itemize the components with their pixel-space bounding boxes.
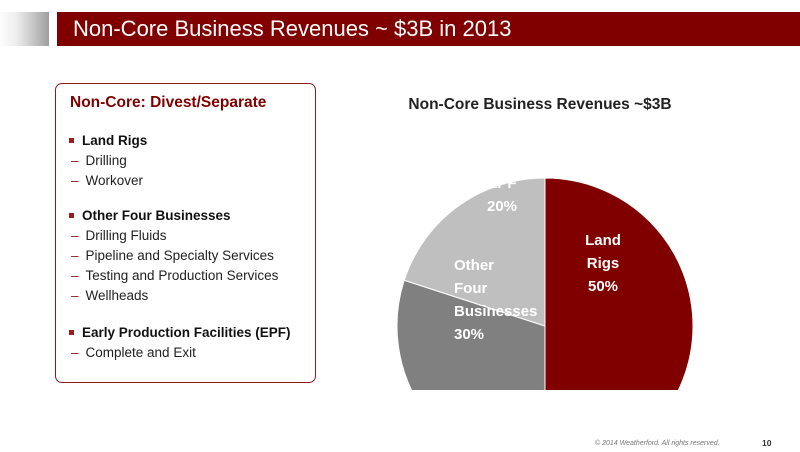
non-core-panel: Non-Core: Divest/Separate Land Rigs – Dr… [55, 83, 316, 383]
group-land-rigs: Land Rigs – Drilling – Workover [69, 130, 147, 190]
pie-chart: Land Rigs 50% Other Four Businesses 30% EPF 20% [396, 175, 694, 390]
square-bullet-icon [69, 137, 74, 143]
panel-heading: Non-Core: Divest/Separate [70, 94, 267, 111]
dash-bullet-icon: – [71, 172, 79, 188]
list-item: – Drilling [69, 150, 147, 170]
title-bar: Non-Core Business Revenues ~ $3B in 2013 [57, 12, 800, 46]
page-number: 10 [762, 438, 772, 448]
pie-slice-label-1: Other Four Businesses 30% [454, 257, 537, 343]
group-early-production-facilities: Early Production Facilities (EPF) – Comp… [69, 322, 291, 362]
group-label: Other Four Businesses [82, 207, 231, 223]
pie-slice-2 [403, 177, 546, 327]
list-item: – Wellheads [69, 285, 278, 305]
pie-slice-1 [396, 279, 546, 390]
dash-bullet-icon: – [71, 247, 79, 263]
pie-chart-container: Land Rigs 50% Other Four Businesses 30% EPF 20% … [380, 90, 730, 390]
dash-bullet-icon: – [71, 267, 79, 283]
group-label: Land Rigs [82, 132, 148, 148]
header-gradient-block [0, 12, 49, 46]
list-item-label: Complete and Exit [85, 344, 196, 360]
list-item-label: Pipeline and Specialty Services [85, 247, 274, 263]
group-label: Early Production Facilities (EPF) [82, 324, 291, 340]
dash-bullet-icon: – [71, 287, 79, 303]
group-heading: Other Four Businesses [69, 205, 278, 225]
list-item-label: Drilling [85, 152, 127, 168]
slide-title: Non-Core Business Revenues ~ $3B in 2013 [73, 16, 512, 41]
group-heading: Early Production Facilities (EPF) [69, 322, 291, 342]
list-item-label: Wellheads [85, 287, 149, 303]
list-item: – Pipeline and Specialty Services [69, 245, 278, 265]
list-item: – Drilling Fluids [69, 225, 278, 245]
list-item-label: Drilling Fluids [85, 227, 167, 243]
group-other-four-businesses: Other Four Businesses – Drilling Fluids … [69, 205, 278, 305]
pie-slice-0 [544, 177, 694, 390]
list-item: – Complete and Exit [69, 342, 291, 362]
dash-bullet-icon: – [71, 152, 79, 168]
list-item-label: Workover [85, 172, 144, 188]
copyright-text: © 2014 Weatherford. All rights reserved. [595, 440, 720, 447]
pie-slice-label-0: Land Rigs 50% [585, 232, 621, 295]
square-bullet-icon [69, 329, 74, 335]
list-item: – Testing and Production Services [69, 265, 278, 285]
square-bullet-icon [69, 212, 74, 218]
dash-bullet-icon: – [71, 227, 79, 243]
pie-slice-label-2: EPF 20% [487, 175, 517, 215]
list-item-label: Testing and Production Services [85, 267, 279, 283]
group-heading: Land Rigs [69, 130, 147, 150]
dash-bullet-icon: – [71, 344, 79, 360]
list-item: – Workover [69, 170, 147, 190]
chart-title: Non-Core Business Revenues ~$3B [408, 96, 672, 113]
